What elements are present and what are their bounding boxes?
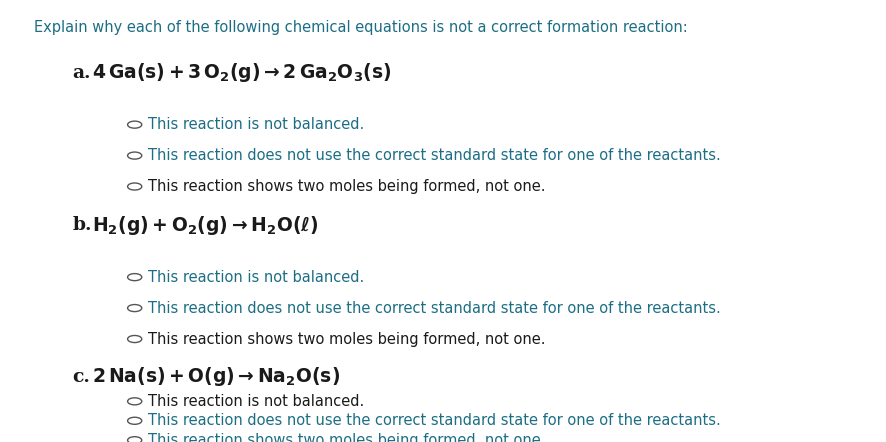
Text: This reaction shows two moles being formed, not one.: This reaction shows two moles being form… bbox=[148, 179, 546, 194]
Text: This reaction does not use the correct standard state for one of the reactants.: This reaction does not use the correct s… bbox=[148, 148, 720, 163]
Text: This reaction is not balanced.: This reaction is not balanced. bbox=[148, 117, 364, 132]
Text: This reaction shows two moles being formed, not one.: This reaction shows two moles being form… bbox=[148, 332, 546, 347]
Text: b.: b. bbox=[73, 217, 92, 234]
Text: a.: a. bbox=[73, 64, 91, 82]
Text: This reaction does not use the correct standard state for one of the reactants.: This reaction does not use the correct s… bbox=[148, 413, 720, 428]
Text: This reaction does not use the correct standard state for one of the reactants.: This reaction does not use the correct s… bbox=[148, 301, 720, 316]
Text: $\mathbf{4\,Ga(s) + 3\,O_2(g) \rightarrow 2\,Ga_2O_3(s)}$: $\mathbf{4\,Ga(s) + 3\,O_2(g) \rightarro… bbox=[92, 61, 392, 84]
Text: This reaction is not balanced.: This reaction is not balanced. bbox=[148, 394, 364, 409]
Text: $\mathbf{H_2(g) + O_2(g) \rightarrow H_2O(\ell)}$: $\mathbf{H_2(g) + O_2(g) \rightarrow H_2… bbox=[92, 214, 319, 237]
Text: Explain why each of the following chemical equations is not a correct formation : Explain why each of the following chemic… bbox=[34, 20, 688, 35]
Text: $\mathbf{2\,Na(s) + O(g) \rightarrow Na_2O(s)}$: $\mathbf{2\,Na(s) + O(g) \rightarrow Na_… bbox=[92, 365, 340, 388]
Text: c.: c. bbox=[73, 368, 90, 385]
Text: This reaction shows two moles being formed, not one.: This reaction shows two moles being form… bbox=[148, 433, 546, 442]
Text: This reaction is not balanced.: This reaction is not balanced. bbox=[148, 270, 364, 285]
